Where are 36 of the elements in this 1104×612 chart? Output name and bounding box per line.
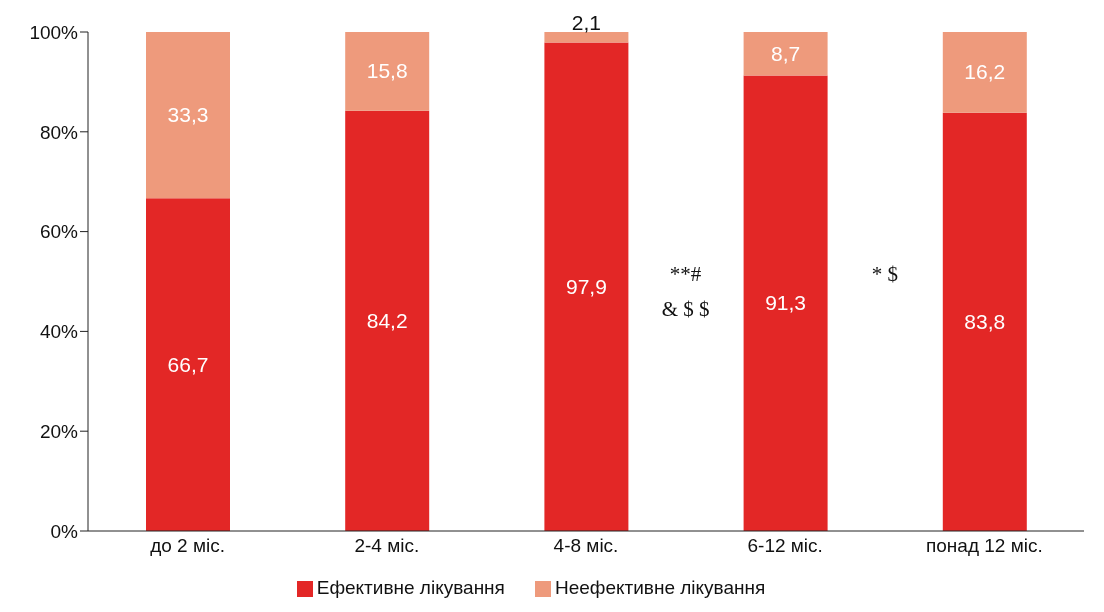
annotation: * $ [871, 262, 898, 287]
bar [942, 112, 1027, 531]
data-label: 97,9 [565, 274, 607, 298]
annotation: & $ $ [661, 297, 710, 322]
y-tick-label: 60% [39, 221, 79, 243]
bar [345, 110, 430, 531]
bar [743, 32, 828, 76]
x-tick-label: 2-4 міс. [354, 535, 420, 557]
bar [544, 42, 629, 531]
bar [743, 75, 828, 531]
y-tick-label: 0% [50, 520, 79, 542]
data-label: 33,3 [167, 103, 209, 127]
data-label: 16,2 [964, 60, 1006, 84]
y-tick-label: 80% [39, 121, 79, 143]
annotation: **# [669, 262, 702, 287]
bar [146, 32, 230, 199]
y-tick-label: 100% [29, 21, 79, 43]
data-label: 2,1 [571, 11, 601, 34]
y-tick-label: 20% [39, 420, 79, 442]
bar [345, 32, 430, 111]
x-tick-label: до 2 міс. [150, 535, 226, 557]
legend-label: Ефективне лікування [316, 577, 505, 598]
data-label: 66,7 [167, 352, 209, 376]
x-tick-label: понад 12 міс. [926, 535, 1043, 557]
y-tick-label: 40% [39, 321, 79, 343]
data-label: 83,8 [964, 309, 1006, 333]
data-label: 8,7 [771, 41, 801, 65]
data-label: 15,8 [366, 59, 408, 83]
x-tick-label: 6-12 міс. [747, 535, 823, 557]
data-label: 84,2 [366, 308, 408, 332]
bar [146, 198, 230, 531]
bar [544, 32, 629, 43]
legend-label: Неефективне лікування [554, 577, 766, 598]
data-label: 91,3 [765, 291, 807, 315]
bar [942, 32, 1027, 113]
x-tick-label: 4-8 міс. [553, 535, 619, 557]
